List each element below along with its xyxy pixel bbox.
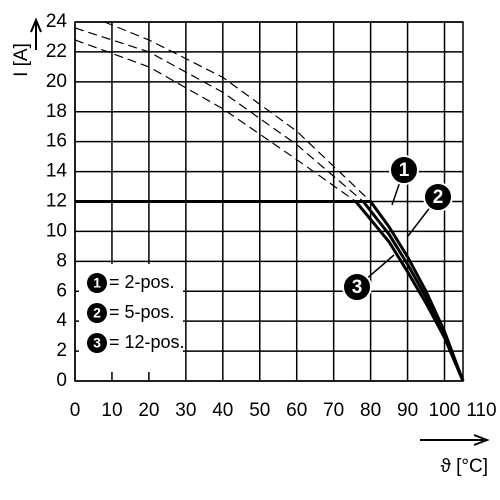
x-tick-label: 80 — [360, 400, 381, 421]
x-tick-label: 60 — [286, 400, 307, 421]
x-tick-label: 20 — [138, 400, 159, 421]
callout-number: 3 — [352, 277, 363, 298]
callout-badge — [342, 272, 372, 302]
x-tick-label: 0 — [70, 400, 81, 421]
y-tick-label: 20 — [46, 71, 67, 92]
y-tick-label: 14 — [46, 161, 68, 182]
y-arrow — [30, 17, 42, 50]
callout-number: 2 — [433, 187, 444, 208]
y-tick-label: 6 — [56, 280, 67, 301]
y-tick-label: 2 — [56, 340, 67, 361]
y-tick-label: 4 — [56, 310, 67, 331]
y-tick-label: 8 — [56, 250, 67, 271]
x-tick-label: 90 — [397, 400, 418, 421]
x-tick-label: 10 — [101, 400, 122, 421]
x-axis-label: ϑ [°C] — [440, 456, 488, 477]
limit-curve — [104, 21, 372, 202]
legend-label: = 2-pos. — [109, 272, 175, 292]
callout-number: 1 — [399, 160, 410, 181]
legend-number: 1 — [93, 275, 101, 291]
x-tick-label: 110 — [466, 400, 496, 421]
derating-curve — [75, 200, 465, 382]
x-tick-label: 40 — [212, 400, 233, 421]
legend-label: = 5-pos. — [109, 302, 175, 322]
y-tick-label: 16 — [46, 131, 67, 152]
y-tick-label: 10 — [46, 220, 67, 241]
limit-curve — [74, 27, 364, 202]
legend-badge — [87, 333, 107, 353]
y-tick-label: 12 — [46, 191, 67, 212]
x-tick-label: 70 — [323, 400, 344, 421]
x-tick-label: 50 — [249, 400, 270, 421]
limit-curve — [74, 39, 357, 202]
x-tick-label: 30 — [175, 400, 196, 421]
legend-number: 3 — [93, 335, 101, 351]
legend-number: 2 — [93, 305, 101, 321]
y-tick-label: 18 — [46, 101, 67, 122]
x-arrow — [420, 434, 490, 446]
y-tick-label: 24 — [46, 11, 68, 32]
y-tick-label: 0 — [56, 370, 67, 391]
x-tick-label: 100 — [429, 400, 461, 421]
callout-badge — [423, 182, 453, 212]
legend-badge — [87, 273, 107, 293]
y-axis-label: I [A] — [11, 43, 32, 77]
legend-label: = 12-pos. — [109, 332, 185, 352]
y-tick-label: 22 — [46, 41, 67, 62]
legend-badge — [87, 303, 107, 323]
callout-badge — [389, 155, 419, 185]
